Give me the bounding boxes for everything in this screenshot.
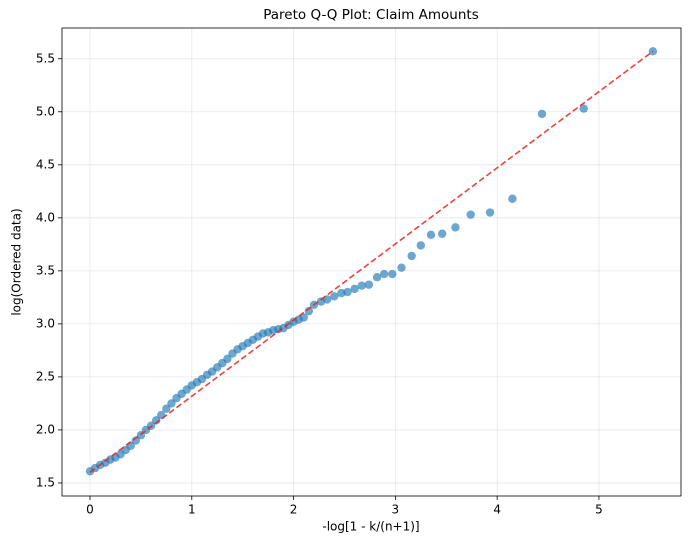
scatter-point: [508, 194, 517, 203]
y-tick-label: 4.5: [36, 157, 55, 171]
scatter-point: [131, 436, 140, 445]
chart-title: Pareto Q-Q Plot: Claim Amounts: [263, 7, 479, 23]
scatter-point: [397, 263, 406, 272]
scatter-point: [537, 109, 547, 119]
scatter-point: [407, 251, 416, 261]
scatter-point: [330, 292, 339, 301]
x-tick-label: 4: [493, 503, 501, 517]
x-axis-label: -log[1 - k/(n+1)]: [322, 520, 419, 534]
scatter-point: [357, 281, 366, 290]
y-axis-label: log(Ordered data): [10, 208, 24, 315]
scatter-point: [451, 223, 460, 232]
y-tick-label: 5.0: [36, 104, 55, 118]
y-tick-label: 3.0: [36, 316, 55, 330]
scatter-point: [151, 416, 161, 425]
scatter-point: [304, 306, 314, 316]
scatter-point: [162, 404, 171, 413]
y-tick-label: 2.5: [36, 369, 55, 383]
scatter-point: [379, 269, 389, 279]
scatter-point: [426, 230, 436, 239]
x-tick-label: 2: [290, 503, 298, 517]
x-tick-label: 3: [392, 503, 400, 517]
scatter-point: [167, 399, 176, 408]
scatter-point: [223, 354, 232, 364]
scatter-point: [299, 313, 308, 322]
x-tick-label: 0: [86, 503, 94, 517]
y-tick-label: 1.5: [36, 475, 55, 489]
scatter-point: [579, 104, 588, 113]
scatter-point: [388, 269, 397, 279]
scatter-point: [466, 210, 475, 219]
x-tick-label: 5: [595, 503, 603, 517]
y-tick-label: 3.5: [36, 263, 55, 277]
scatter-point: [364, 280, 374, 289]
plot-frame: [61, 27, 682, 497]
y-tick-label: 2.0: [36, 422, 55, 436]
x-tick-label: 1: [188, 503, 196, 517]
scatter-point: [350, 284, 359, 294]
y-tick-label: 5.5: [36, 51, 55, 65]
scatter-point: [416, 241, 426, 250]
scatter-point: [343, 287, 352, 297]
scatter-point: [372, 273, 382, 282]
fit-line: [89, 50, 654, 473]
scatter-point: [437, 229, 447, 238]
scatter-point: [485, 208, 495, 217]
y-tick-label: 4.0: [36, 210, 55, 224]
